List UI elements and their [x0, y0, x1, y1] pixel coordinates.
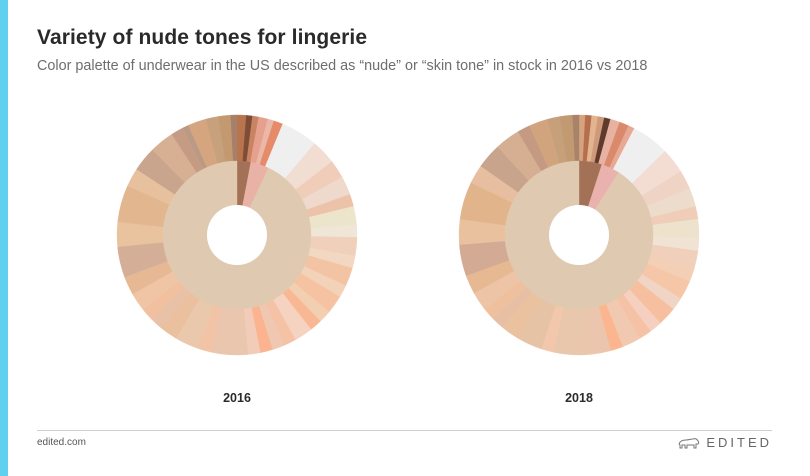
donut-hole	[207, 205, 267, 265]
brand-logo: EDITED	[678, 435, 772, 450]
donut-label-2016: 2016	[223, 391, 251, 405]
accent-side-bar	[0, 0, 8, 476]
footer-divider	[37, 430, 772, 431]
donut-2016	[116, 114, 358, 356]
polar-bear-icon	[678, 437, 700, 448]
brand-name: EDITED	[706, 435, 772, 450]
chart-subtitle: Color palette of underwear in the US des…	[37, 58, 648, 74]
donut-hole	[549, 205, 609, 265]
footer-url: edited.com	[37, 437, 86, 448]
chart-title: Variety of nude tones for lingerie	[37, 26, 368, 49]
donut-label-2018: 2018	[565, 391, 593, 405]
donut-2018	[458, 114, 700, 356]
